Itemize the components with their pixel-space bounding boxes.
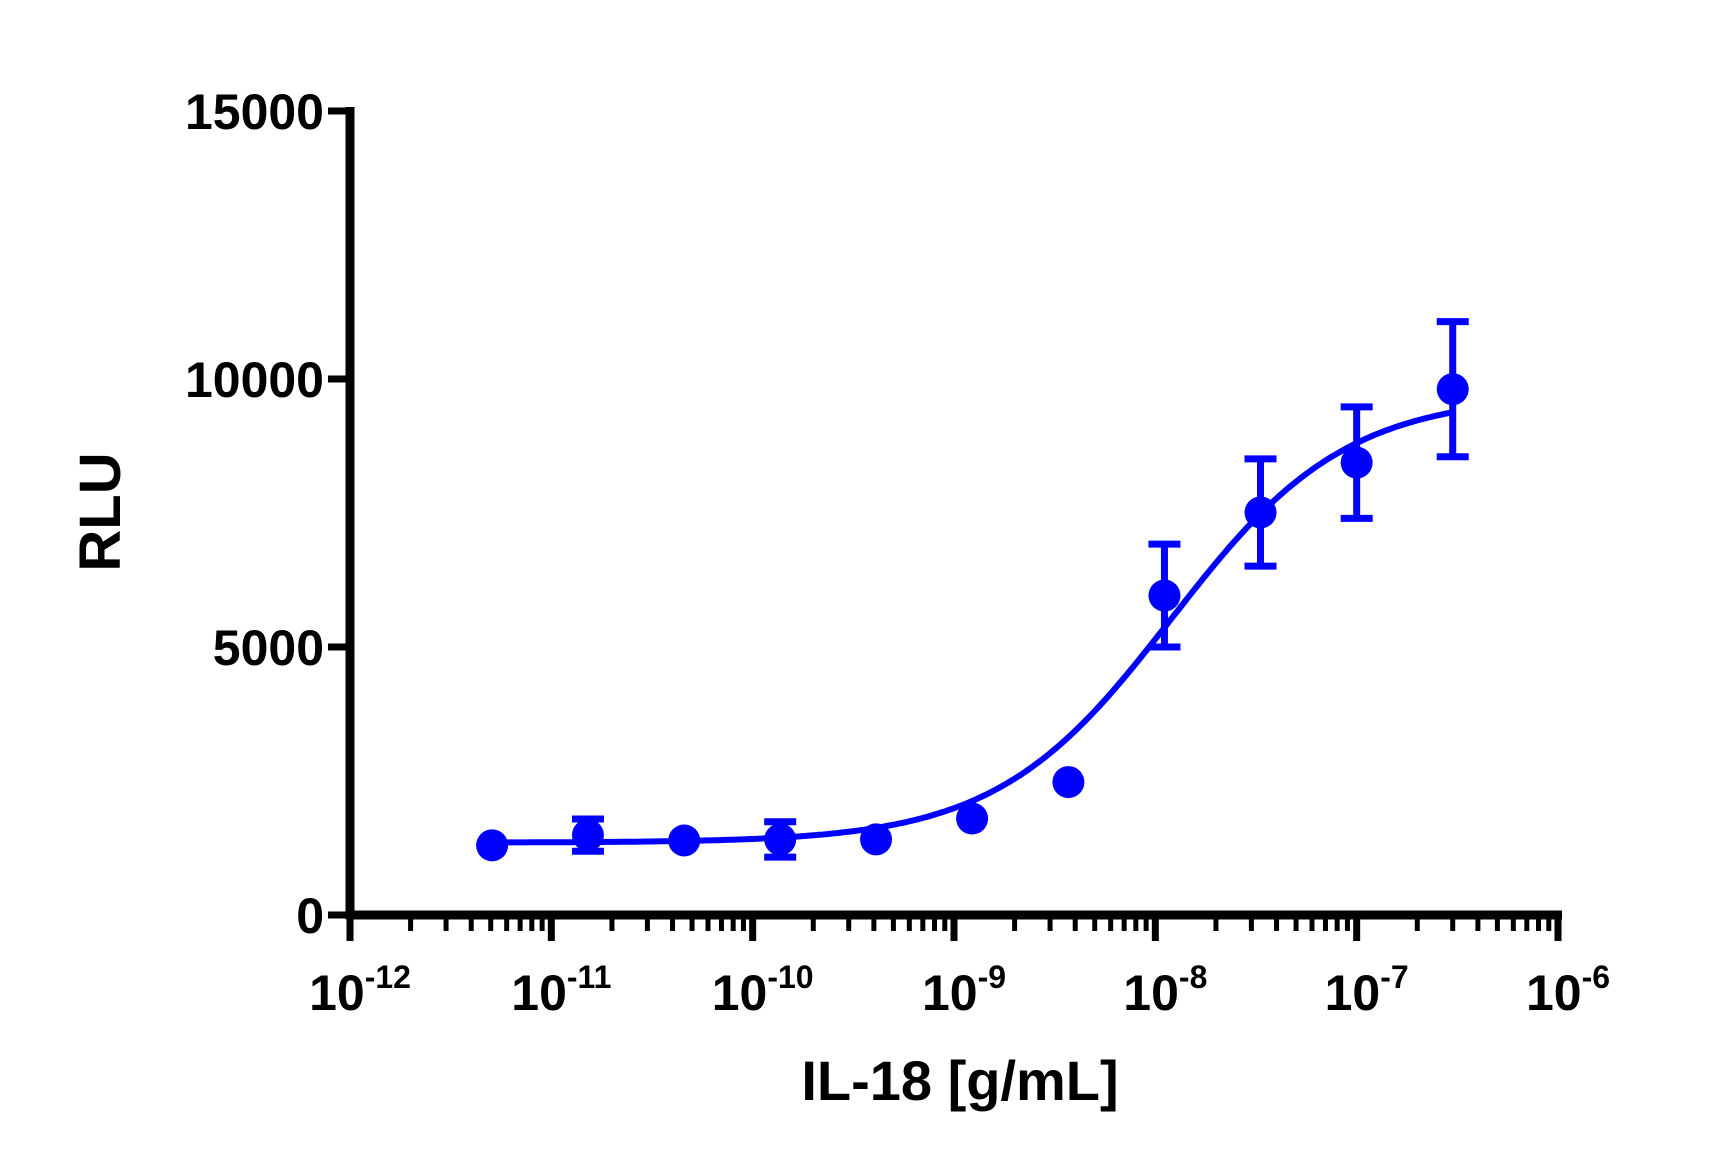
data-point [956, 802, 989, 835]
axes: 0 5000 10000 15000 10-12 10-11 10-10 10-9 10-8 10… [185, 84, 1610, 1021]
data-point [1340, 446, 1373, 479]
fit-curve [492, 409, 1454, 846]
y-tick-label: 5000 [213, 620, 324, 676]
x-axis-label: IL-18 [g/mL] [801, 1049, 1118, 1112]
data-point [1244, 496, 1277, 529]
data-point [571, 819, 604, 852]
data-point [860, 823, 893, 856]
x-tick-label: 10-7 [1325, 959, 1409, 1021]
data-point [764, 823, 797, 856]
y-tick-label: 10000 [185, 352, 324, 408]
x-tick-label: 10-11 [511, 959, 611, 1021]
x-tick-label: 10-12 [309, 959, 411, 1021]
data-marks [476, 318, 1469, 862]
x-tick-label: 10-10 [712, 959, 814, 1021]
data-point [1148, 579, 1181, 612]
data-point [1052, 766, 1085, 799]
data-point [476, 829, 509, 862]
data-point [1436, 373, 1469, 406]
data-point [668, 824, 701, 857]
y-tick-label: 15000 [185, 84, 324, 140]
x-tick-label: 10-9 [922, 959, 1006, 1021]
x-tick-label: 10-8 [1123, 959, 1207, 1021]
y-axis-label: RLU [68, 452, 133, 571]
x-tick-label: 10-6 [1526, 959, 1610, 1021]
y-tick-label: 0 [296, 888, 324, 944]
